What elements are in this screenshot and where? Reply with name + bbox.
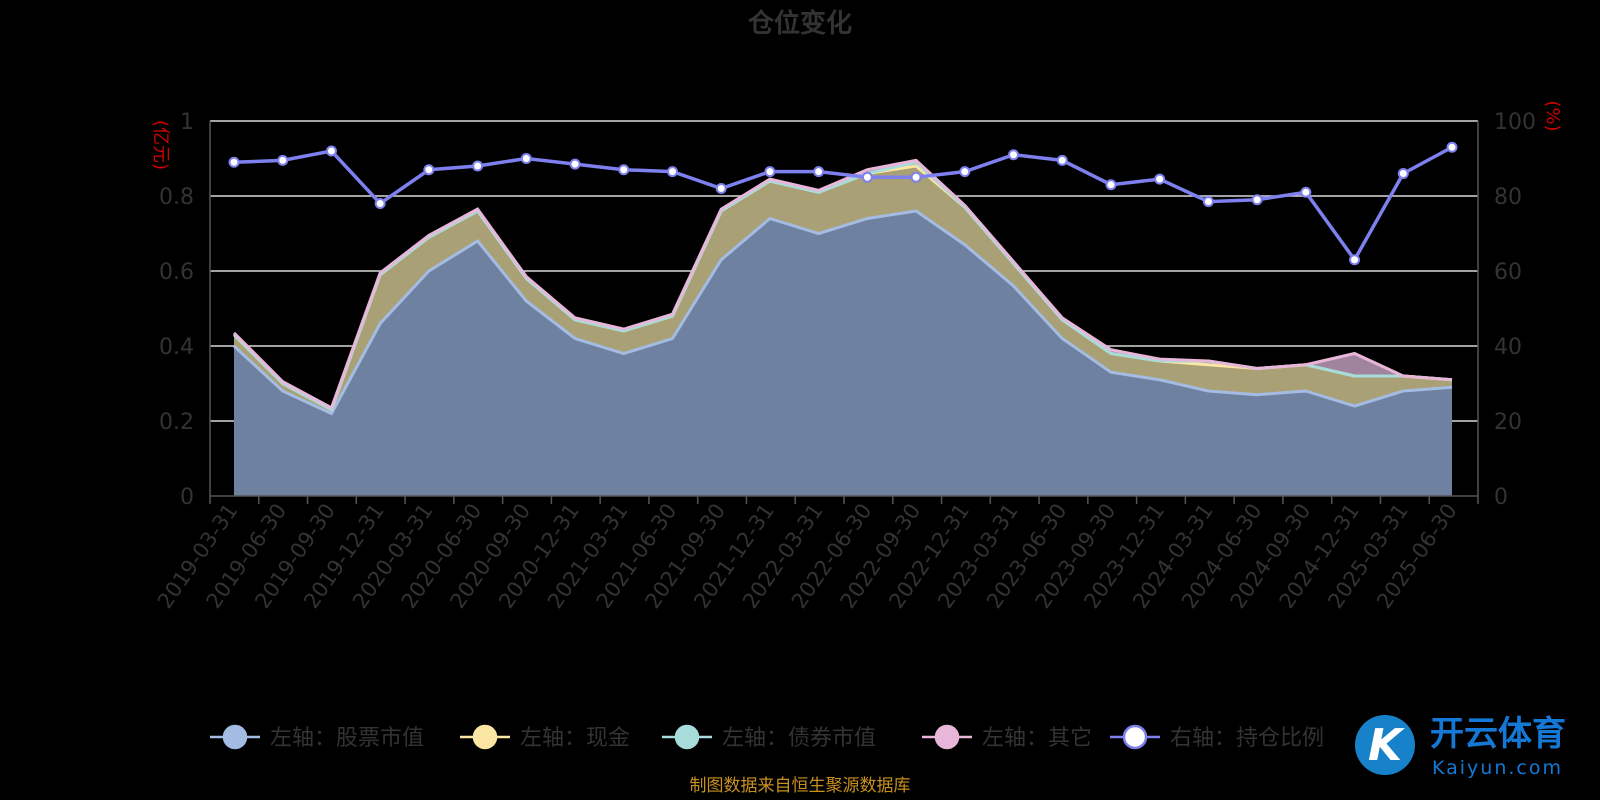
left-tick-label: 0.2 [159,410,194,435]
ratio-line-series [228,141,1458,266]
right-tick-label: 100 [1494,110,1536,135]
ratio-point [1056,154,1068,166]
ratio-point [959,166,971,178]
axes [209,121,1479,504]
legend-label: 左轴：其它 [982,726,1092,751]
ratio-point [1251,194,1263,206]
ratio-point [472,160,484,172]
area-line-左轴：其它 [232,158,1453,411]
ratio-point [1154,173,1166,185]
left-axis-unit: (亿元) [150,120,171,170]
legend-swatch-marker [472,724,498,750]
area-左轴：股票市值 [234,211,1452,496]
legend-swatch-marker [222,724,248,750]
logo-badge-icon [1355,715,1415,775]
watermark-logo: K 开云体育 Kaiyun.com [1355,714,1566,779]
legend-label: 右轴：持仓比例 [1170,726,1324,751]
ratio-point [1397,168,1409,179]
ratio-point [715,183,727,194]
left-tick-label: 0.4 [159,335,194,360]
area-series [232,158,1453,496]
logo-sub-text: Kaiyun.com [1432,757,1563,779]
area-左轴：现金 [234,166,1452,414]
right-tick-label: 20 [1494,410,1522,435]
ratio-point [666,166,678,178]
right-tick-label: 80 [1494,185,1522,210]
ratio-point [813,166,825,178]
chart-title: 仓位变化 [747,8,852,39]
ratio-point [1300,186,1312,198]
right-tick-label: 40 [1494,335,1522,360]
legend-swatch-marker [934,724,960,750]
ratio-point [1202,196,1214,208]
right-tick-label: 60 [1494,260,1522,285]
ratio-point [1105,179,1117,191]
legend: 左轴：股票市值 左轴：现金 左轴：债券市值 左轴：其它 右轴：持仓比例 [210,724,1324,751]
logo-badge-letter: K [1368,720,1405,771]
left-axis-ticks: 0 0.2 0.4 0.6 0.8 1 [159,110,194,510]
ratio-point [1349,254,1361,266]
ratio-point [1008,149,1020,161]
x-axis-ticks: 2019-03-312019-06-302019-09-302019-12-31… [153,499,1462,613]
legend-swatch-marker [1122,724,1148,750]
right-tick-label: 0 [1494,485,1508,510]
area-line-左轴：股票市值 [232,209,1453,416]
legend-swatch-marker [674,724,700,750]
ratio-point [618,164,630,176]
right-axis-unit: (%) [1542,100,1563,131]
ratio-point [520,153,532,164]
ratio-point [325,145,337,157]
ratio-point [910,171,922,183]
ratio-point [374,198,386,209]
left-tick-label: 0 [180,485,194,510]
ratio-point [764,166,776,178]
left-tick-label: 0.6 [159,260,194,285]
source-note: 制图数据来自恒生聚源数据库 [690,776,911,796]
left-tick-label: 1 [180,110,194,135]
left-tick-label: 0.8 [159,185,194,210]
logo-main-text: 开云体育 [1430,714,1566,754]
ratio-point [1446,141,1458,153]
legend-label: 左轴：债券市值 [722,726,876,751]
ratio-point [569,158,581,170]
legend-label: 左轴：现金 [520,726,630,751]
ratio-point [861,171,873,183]
ratio-line [233,145,1453,263]
right-axis-ticks: 0 20 40 60 80 100 [1494,110,1536,510]
legend-label: 左轴：股票市值 [270,726,424,751]
ratio-point [277,154,289,166]
ratio-point [228,156,240,168]
ratio-point [423,164,435,176]
